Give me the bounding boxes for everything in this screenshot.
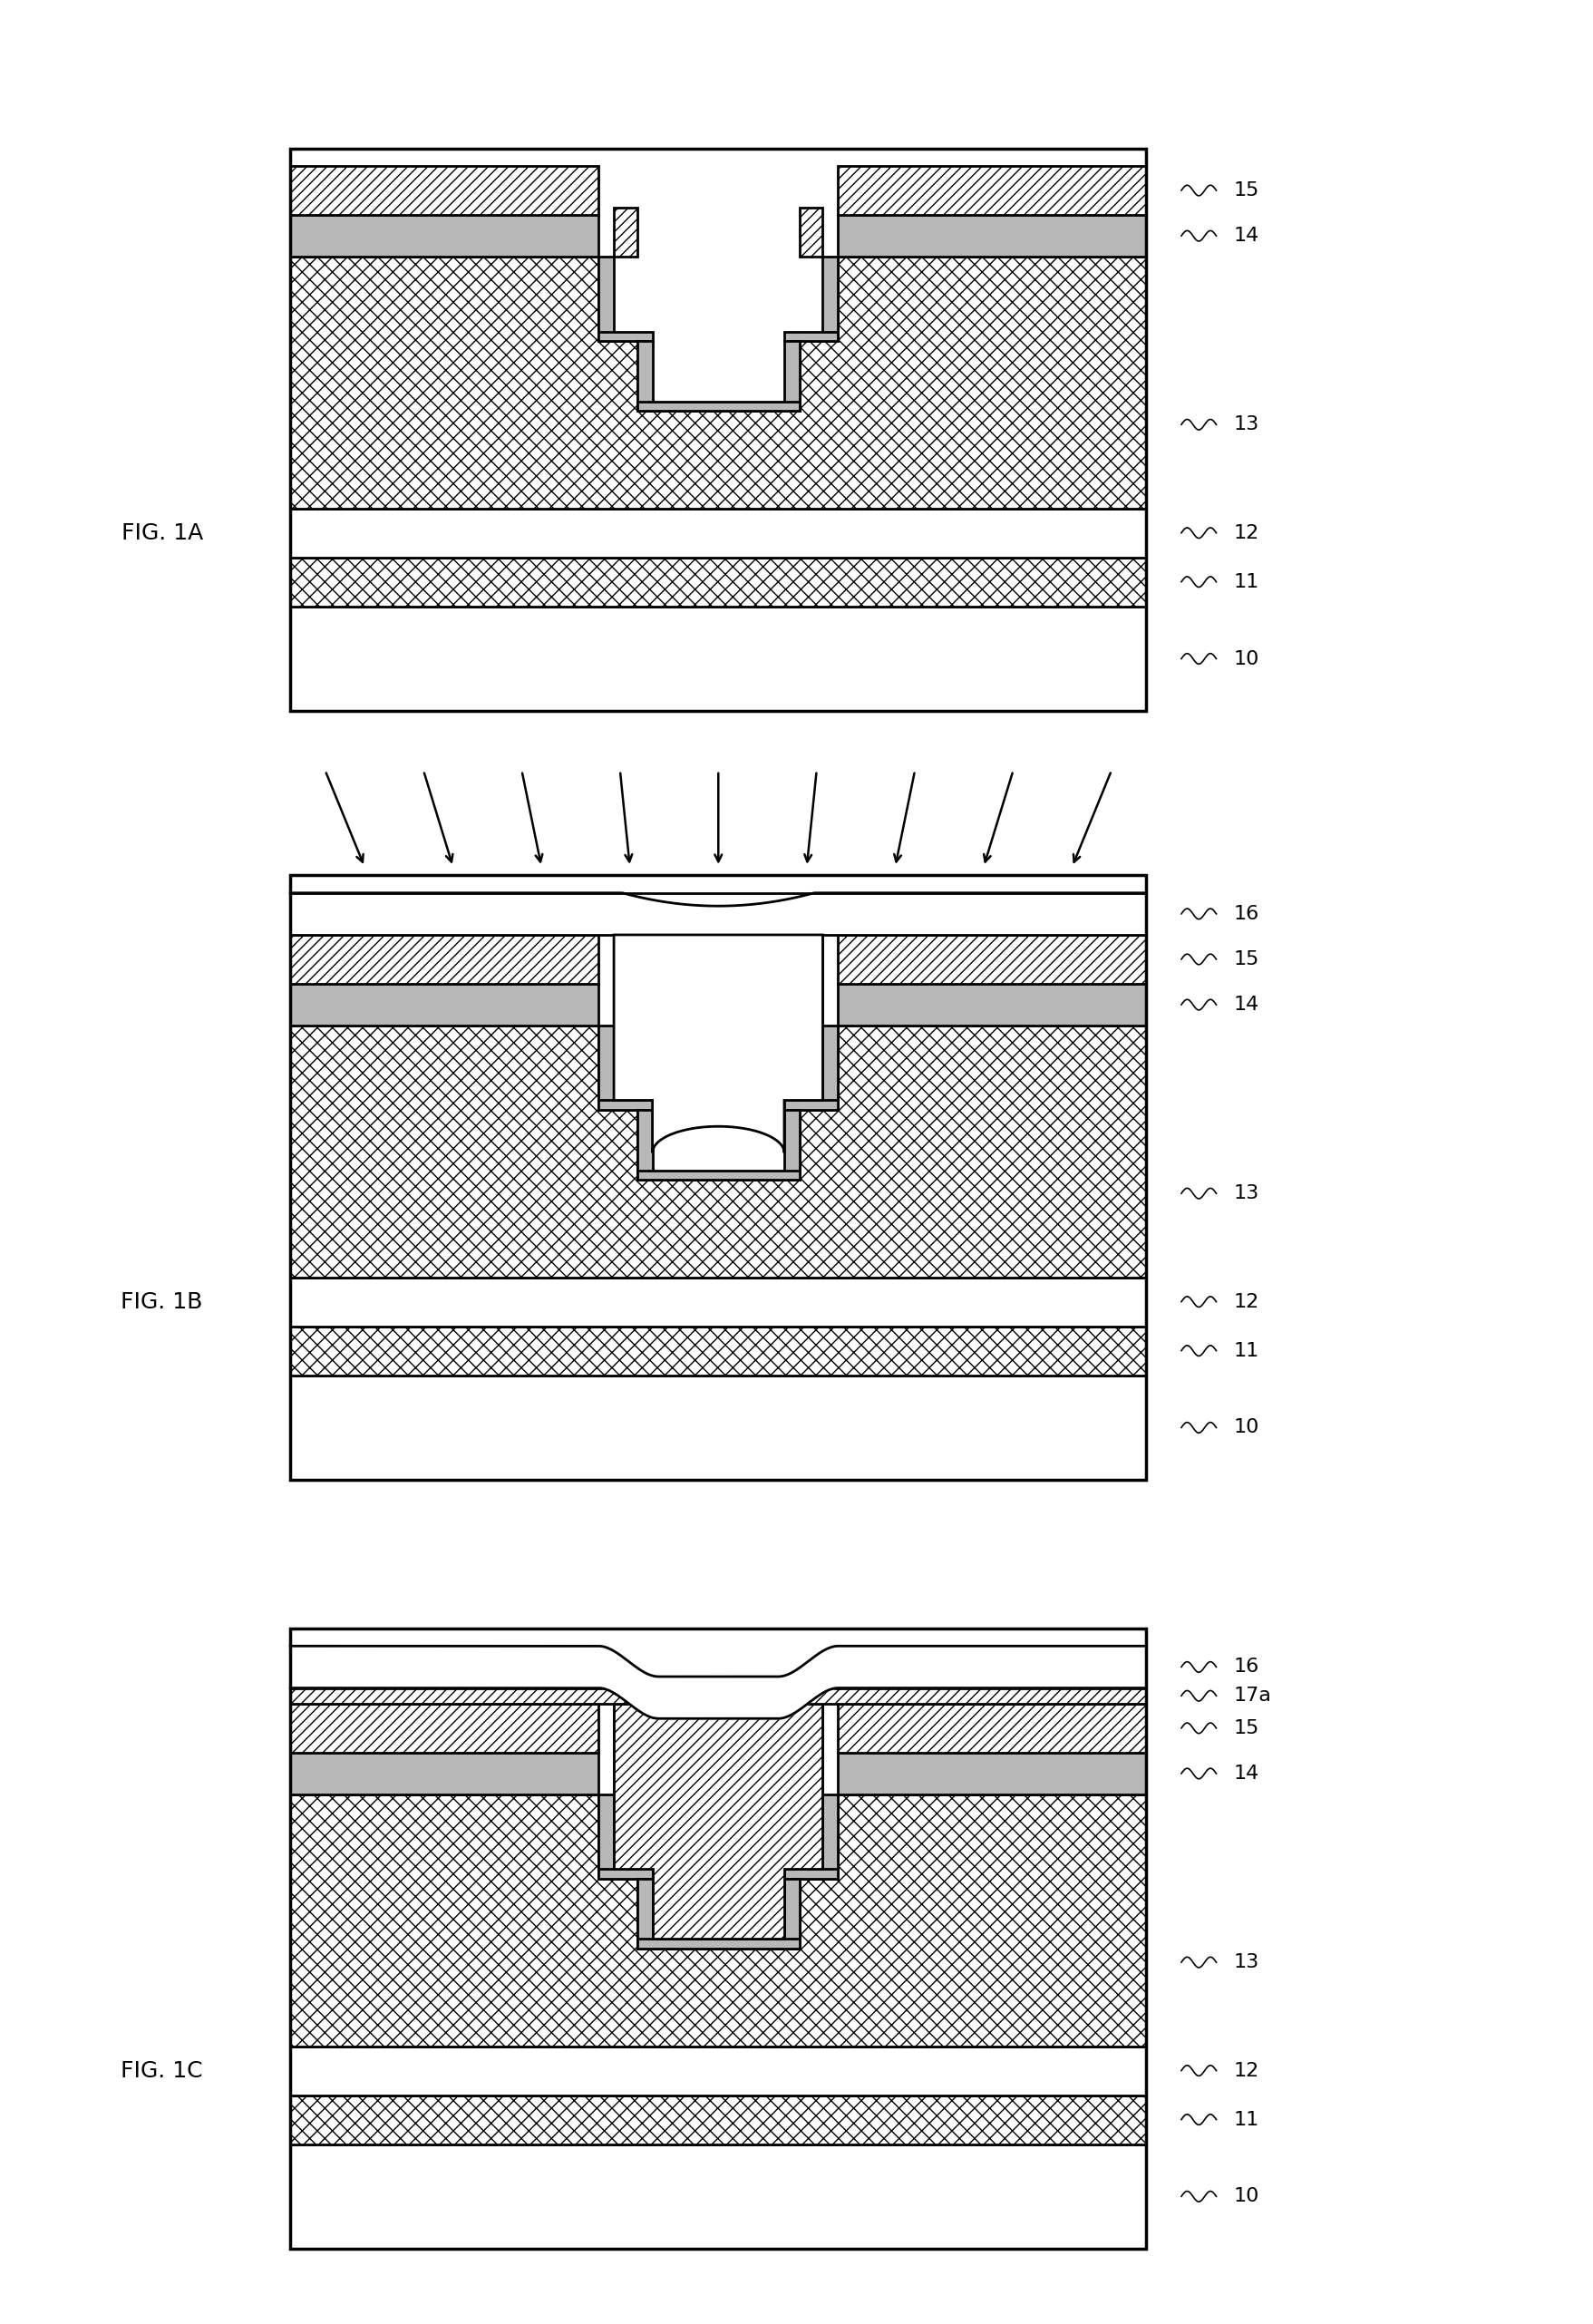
Bar: [597, 1025, 613, 1109]
Bar: [838, 165, 1145, 214]
Polygon shape: [613, 934, 822, 1153]
Bar: [290, 1327, 1145, 1376]
Bar: [290, 2045, 1145, 2096]
Text: 13: 13: [1233, 1952, 1258, 1971]
Bar: [838, 934, 1145, 983]
Text: 14: 14: [1233, 995, 1258, 1013]
Bar: [290, 558, 1145, 607]
Text: 10: 10: [1233, 1418, 1258, 1436]
Bar: [290, 2145, 1145, 2250]
Bar: [290, 1278, 1145, 1327]
Bar: [838, 1752, 1145, 1794]
Bar: [838, 983, 1145, 1025]
Bar: [784, 1099, 838, 1109]
Bar: [838, 1703, 1145, 1752]
Bar: [290, 607, 1145, 711]
Bar: [290, 1752, 597, 1794]
Text: 12: 12: [1233, 1292, 1258, 1311]
Bar: [290, 509, 1145, 558]
Bar: [637, 1938, 800, 1948]
Bar: [784, 1868, 838, 1878]
Bar: [784, 342, 800, 411]
Bar: [597, 1868, 652, 1878]
Text: 14: 14: [1233, 1764, 1258, 1783]
Bar: [637, 1171, 800, 1181]
Text: 16: 16: [1233, 904, 1258, 923]
Bar: [613, 1703, 637, 1794]
Text: 12: 12: [1233, 2061, 1258, 2080]
Text: 12: 12: [1233, 523, 1258, 541]
Text: 16: 16: [1233, 1657, 1258, 1676]
Bar: [290, 1687, 1145, 1703]
Bar: [613, 207, 637, 258]
Bar: [637, 1109, 652, 1181]
Bar: [784, 1878, 800, 1948]
Bar: [290, 934, 597, 983]
Text: FIG. 1A: FIG. 1A: [121, 523, 202, 544]
Polygon shape: [290, 258, 1145, 509]
Bar: [637, 402, 800, 411]
Bar: [597, 1099, 652, 1109]
Bar: [784, 1109, 800, 1181]
Bar: [838, 214, 1145, 258]
Bar: [637, 342, 652, 411]
Bar: [290, 2096, 1145, 2145]
Bar: [822, 1794, 838, 1878]
Bar: [784, 332, 838, 342]
Text: 15: 15: [1233, 951, 1258, 969]
Text: 15: 15: [1233, 1720, 1258, 1738]
Text: 17a: 17a: [1233, 1687, 1271, 1706]
Bar: [597, 332, 652, 342]
Bar: [613, 934, 637, 1025]
Text: 10: 10: [1233, 2187, 1258, 2205]
Bar: [290, 876, 1145, 1480]
Text: 13: 13: [1233, 1185, 1258, 1202]
Text: 11: 11: [1233, 2110, 1258, 2129]
Bar: [290, 165, 597, 214]
Text: 11: 11: [1233, 1341, 1258, 1360]
Bar: [597, 1794, 613, 1878]
Bar: [290, 1376, 1145, 1480]
Text: 10: 10: [1233, 651, 1258, 667]
Text: FIG. 1B: FIG. 1B: [121, 1290, 202, 1313]
Bar: [822, 258, 838, 342]
Polygon shape: [290, 1794, 1145, 2045]
Bar: [822, 1025, 838, 1109]
Bar: [800, 934, 822, 1025]
Bar: [290, 983, 597, 1025]
Bar: [290, 1629, 1145, 2250]
Bar: [597, 258, 613, 342]
Bar: [290, 149, 1145, 711]
Text: 11: 11: [1233, 572, 1258, 590]
Bar: [800, 1703, 822, 1794]
Text: 13: 13: [1233, 416, 1258, 435]
Polygon shape: [613, 1703, 822, 1938]
Bar: [290, 892, 1145, 934]
Bar: [290, 214, 597, 258]
Text: 15: 15: [1233, 181, 1258, 200]
Text: FIG. 1C: FIG. 1C: [121, 2059, 202, 2082]
Bar: [637, 1878, 652, 1948]
Bar: [290, 1703, 597, 1752]
Bar: [800, 207, 822, 258]
Polygon shape: [290, 1025, 1145, 1278]
Text: 14: 14: [1233, 228, 1258, 244]
